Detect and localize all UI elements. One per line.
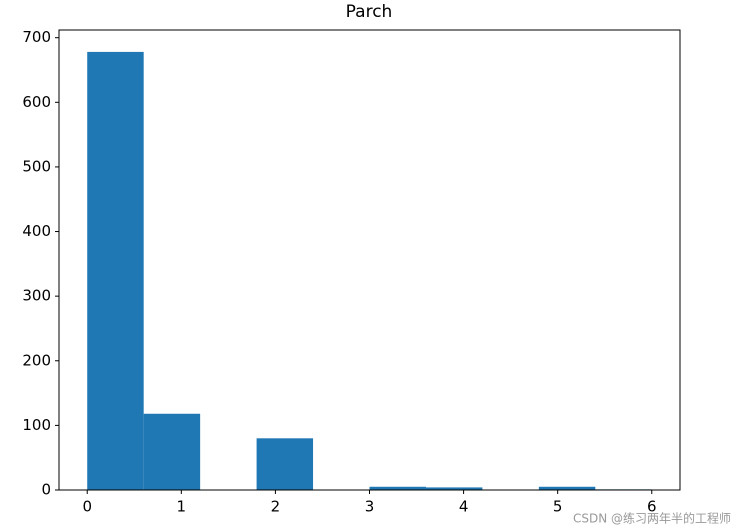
y-tick-label: 600	[22, 93, 51, 111]
bar	[425, 487, 483, 490]
y-tick-label: 700	[22, 28, 51, 46]
y-tick-label: 300	[22, 287, 51, 305]
bar	[87, 51, 144, 491]
bar	[256, 438, 314, 490]
x-tick-label: 0	[82, 498, 92, 516]
y-tick-label: 100	[22, 416, 51, 434]
bar	[143, 413, 201, 490]
chart-title: Parch	[346, 2, 393, 22]
bar	[538, 486, 596, 490]
x-tick-label: 4	[459, 498, 469, 516]
y-tick-label: 400	[22, 222, 51, 240]
y-tick-label: 500	[22, 157, 51, 175]
y-tick-label: 0	[41, 481, 51, 499]
watermark: CSDN @练习两年半的工程师	[573, 511, 731, 526]
bar	[369, 486, 426, 490]
x-tick-label: 3	[365, 498, 375, 516]
x-tick-label: 6	[647, 498, 657, 516]
x-tick-label: 5	[553, 498, 563, 516]
y-tick-label: 200	[22, 351, 51, 369]
x-tick-label: 2	[271, 498, 281, 516]
x-tick-label: 1	[177, 498, 187, 516]
